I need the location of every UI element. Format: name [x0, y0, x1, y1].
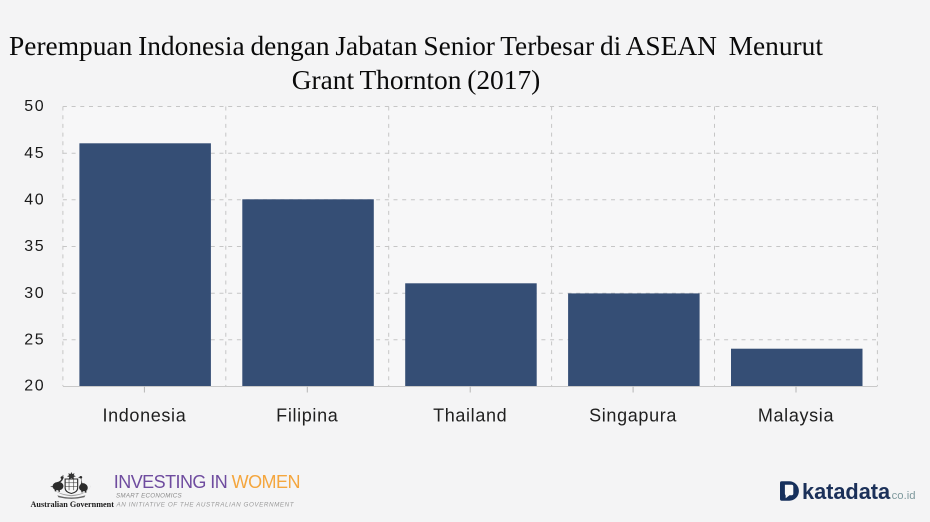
svg-text:INVESTING IN WOMEN: INVESTING IN WOMEN: [114, 472, 300, 492]
svg-text:Singapura: Singapura: [589, 406, 677, 426]
svg-text:.co.id: .co.id: [889, 490, 916, 502]
svg-text:SMART ECONOMICS: SMART ECONOMICS: [116, 493, 182, 500]
svg-text:Indonesia: Indonesia: [102, 406, 186, 426]
svg-text:20: 20: [24, 378, 45, 395]
svg-text:Malaysia: Malaysia: [758, 406, 835, 426]
svg-text:Thailand: Thailand: [433, 406, 507, 426]
svg-text:Australian Government: Australian Government: [31, 500, 115, 509]
svg-text:40: 40: [24, 192, 45, 209]
svg-text:Filipina: Filipina: [276, 406, 339, 426]
svg-text:45: 45: [24, 145, 45, 162]
svg-text:50: 50: [24, 98, 45, 115]
svg-text:35: 35: [24, 238, 45, 255]
svg-text:AN INITIATIVE OF THE AUSTRALIA: AN INITIATIVE OF THE AUSTRALIAN GOVERNME…: [116, 502, 295, 509]
svg-text:katadata: katadata: [802, 479, 891, 504]
svg-text:25: 25: [24, 332, 45, 349]
svg-text:30: 30: [24, 285, 45, 302]
